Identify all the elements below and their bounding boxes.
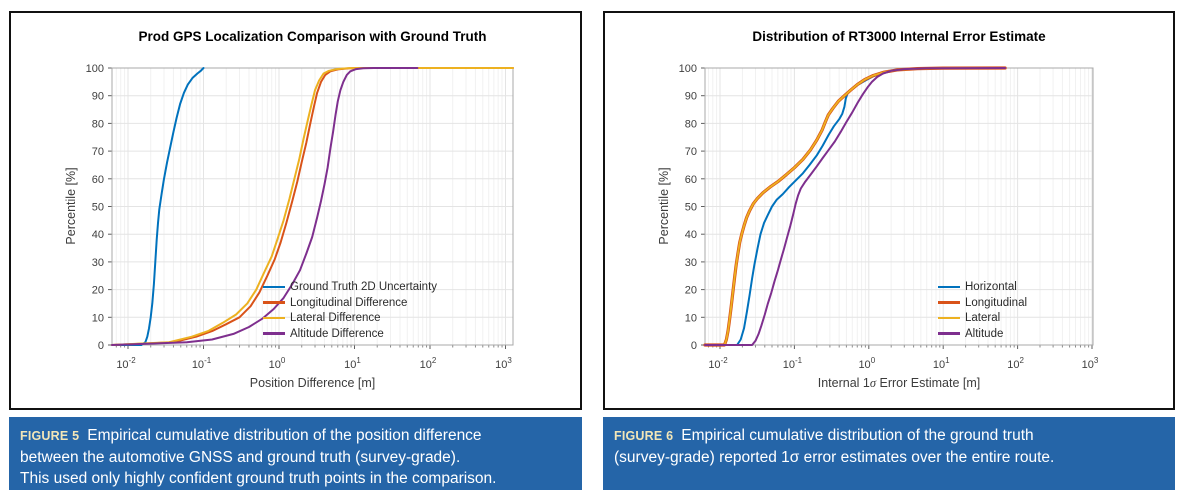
x-tick-label: 10-1 [783,356,803,371]
y-tick-label: 60 [685,174,697,186]
figure6-x-axis-label: Internal 1σ Error Estimate [m] [705,376,1093,391]
caption-line: FIGURE 5 Empirical cumulative distributio… [20,425,572,447]
x-axis-label-text: Position Difference [m] [249,376,376,390]
figure5-y-axis-label: Percentile [%] [64,167,78,245]
figure6-plot-canvas: 10-2 10-1 100 101 102 103 0 10 20 30 40 50 60 70 80 90 1… [679,63,1099,371]
y-tick-label: 30 [685,257,697,269]
figure5-plot-canvas: 10-2 10-1 100 101 102 103 0 10 20 30 40 50 60 70 80 90 1… [86,63,514,371]
y-tick-label: 10 [92,312,104,324]
y-tick-label: 70 [92,146,104,158]
x-tick-label: 101 [344,356,361,371]
figure5-label: FIGURE 5 [20,429,80,443]
y-tick-label: 10 [685,312,697,324]
y-tick-label: 80 [685,118,697,130]
caption-line: FIGURE 6 Empirical cumulative distributio… [614,425,1165,447]
y-tick-label: 20 [685,285,697,297]
y-tick-label: 90 [92,91,104,103]
x-tick-label: 101 [933,356,950,371]
figure5-caption: FIGURE 5 Empirical cumulative distributio… [9,417,582,490]
x-tick-label: 10-1 [192,356,212,371]
y-tick-label: 20 [92,285,104,297]
y-tick-label: 40 [685,229,697,241]
x-tick-label: 100 [269,356,286,371]
y-tick-label: 30 [92,257,104,269]
x-tick-label: 103 [495,356,512,371]
x-tick-label: 10-2 [708,356,728,371]
x-tick-label: 10-2 [116,356,136,371]
y-tick-label: 90 [685,91,697,103]
series-line-lateral [704,67,1007,346]
series-line-altitude-difference [111,67,419,346]
caption-line: between the automotive GNSS and ground t… [20,449,461,466]
y-tick-label: 100 [679,63,697,75]
figure6-label: FIGURE 6 [614,429,674,443]
x-axis-label-text: Internal 1 [817,376,870,390]
y-tick-label: 80 [92,118,104,130]
caption-line: (survey-grade) reported 1σ error estimat… [614,449,1055,466]
sigma-symbol: σ [869,376,877,390]
figure5-chart-panel: 10-2 10-1 100 101 102 103 0 10 20 30 40 50 60 70 80 90 1… [9,11,582,410]
y-tick-label: 50 [92,202,104,214]
figure6-chart-title: Distribution of RT3000 Internal Error Es… [752,29,1046,44]
series-line-altitude [704,67,1007,346]
x-tick-label: 102 [420,356,437,371]
caption-text: Empirical cumulative distribution of the… [681,427,1034,444]
x-tick-label: 102 [1007,356,1024,371]
y-tick-label: 50 [685,202,697,214]
caption-line: This used only highly confident ground t… [20,470,497,487]
y-tick-label: 0 [691,340,697,352]
figure6-caption: FIGURE 6 Empirical cumulative distributio… [603,417,1175,490]
series-line-ground-truth-2d-uncertainty [111,67,205,346]
figure6-chart-panel: 10-2 10-1 100 101 102 103 0 10 20 30 40 50 60 70 80 90 1… [603,11,1175,410]
caption-text: Empirical cumulative distribution of the… [87,427,482,444]
x-tick-label: 103 [1082,356,1099,371]
figure5-x-axis-label: Position Difference [m] [112,376,513,391]
y-tick-label: 40 [92,229,104,241]
y-tick-label: 0 [98,340,104,352]
y-tick-label: 100 [86,63,104,75]
series-line-lateral-difference [111,67,514,346]
y-tick-label: 70 [685,146,697,158]
x-tick-label: 100 [858,356,875,371]
y-tick-label: 60 [92,174,104,186]
series-line-longitudinal-difference [111,67,514,346]
figure6-y-axis-label: Percentile [%] [657,167,671,245]
x-axis-label-text: Error Estimate [m] [876,376,981,390]
figure5-chart-title: Prod GPS Localization Comparison with Gr… [138,29,487,44]
